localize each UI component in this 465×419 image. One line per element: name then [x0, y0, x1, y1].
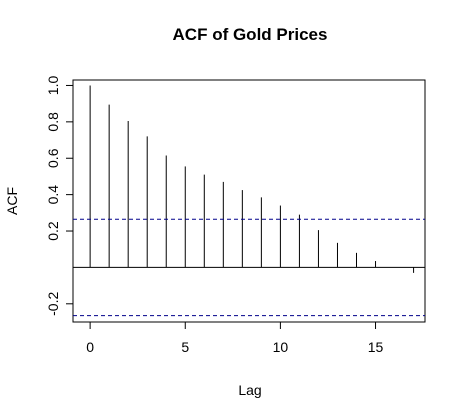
y-tick-label: 0.2 — [45, 221, 61, 241]
x-tick-label: 0 — [86, 339, 94, 355]
y-tick-label: 0.6 — [45, 148, 61, 168]
x-tick-label: 10 — [273, 339, 289, 355]
chart-title: ACF of Gold Prices — [173, 25, 328, 44]
y-tick-label: 0.4 — [45, 185, 61, 205]
confidence-bounds — [73, 218, 425, 317]
x-axis: 0 5 10 15 — [86, 321, 384, 355]
acf-bars — [73, 85, 425, 273]
x-tick-label: 15 — [368, 339, 384, 355]
x-axis-label: Lag — [238, 382, 261, 398]
y-tick-label: -0.2 — [45, 292, 61, 316]
plot-area — [72, 79, 426, 323]
y-tick-label: 1.0 — [45, 76, 61, 96]
y-tick-label: 0.8 — [45, 112, 61, 132]
x-tick-label: 5 — [181, 339, 189, 355]
y-axis: -0.2 0.2 0.4 0.6 0.8 1.0 — [45, 76, 74, 316]
y-axis-label: ACF — [4, 187, 20, 215]
